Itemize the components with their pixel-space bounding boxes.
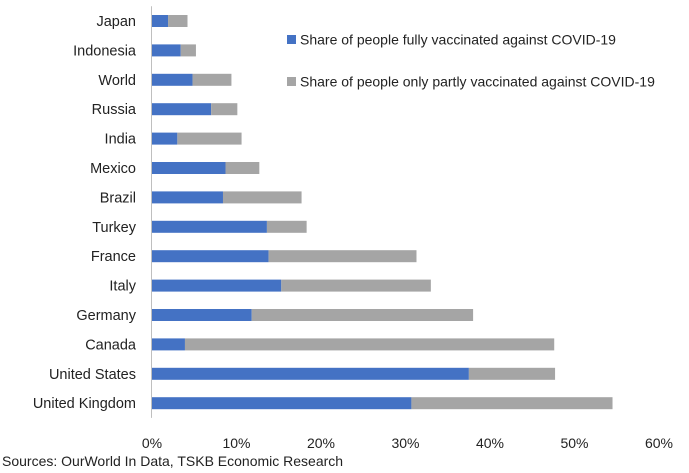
bar-partly-vaccinated [168,15,188,27]
category-label: United States [49,367,136,383]
bar-fully-vaccinated [152,338,185,351]
bar-partly-vaccinated [225,162,260,174]
bar-fully-vaccinated [152,397,412,410]
bar-partly-vaccinated [411,397,613,410]
legend-swatch [287,77,296,86]
bar-fully-vaccinated [152,44,181,57]
bar-fully-vaccinated [152,250,269,263]
bar-partly-vaccinated [180,44,196,57]
x-tick-label: 50% [560,435,588,451]
bar-fully-vaccinated [152,15,169,27]
bar-fully-vaccinated [152,103,212,116]
category-label: World [98,73,136,89]
bar-partly-vaccinated [192,73,232,86]
category-label: Indonesia [73,43,137,59]
category-label: France [91,249,136,265]
source-note: Sources: OurWorld In Data, TSKB Economic… [2,453,344,469]
bar-partly-vaccinated [268,250,417,263]
category-label: Japan [96,14,136,30]
category-label: Mexico [90,161,136,177]
bar-partly-vaccinated [211,103,238,116]
legend-label: Share of people fully vaccinated against… [300,32,616,48]
bar-partly-vaccinated [184,338,555,351]
x-tick-label: 10% [222,435,250,451]
bar-fully-vaccinated [152,220,267,233]
bar-fully-vaccinated [152,73,193,86]
category-label: Canada [85,337,137,353]
legend-swatch [287,35,296,44]
category-label: Brazil [100,190,136,206]
bar-partly-vaccinated [468,367,556,380]
category-label: Turkey [92,220,137,236]
x-tick-label: 30% [391,435,419,451]
x-tick-label: 40% [476,435,504,451]
category-label: Russia [92,102,137,118]
x-tick-label: 20% [307,435,335,451]
bar-fully-vaccinated [152,132,178,145]
category-label: Germany [76,308,136,324]
bar-fully-vaccinated [152,162,226,174]
bar-partly-vaccinated [177,132,242,145]
x-tick-label: 60% [645,435,673,451]
category-label: India [105,132,137,148]
category-label: United Kingdom [33,396,136,412]
bar-partly-vaccinated [251,309,474,321]
bar-fully-vaccinated [152,367,469,380]
category-label: Italy [109,279,136,295]
bar-fully-vaccinated [152,309,252,321]
legend-label: Share of people only partly vaccinated a… [300,74,655,90]
bar-partly-vaccinated [222,191,302,204]
bar-partly-vaccinated [281,279,431,292]
bar-fully-vaccinated [152,191,223,204]
x-tick-label: 0% [142,435,162,451]
bar-fully-vaccinated [152,279,282,292]
bar-partly-vaccinated [266,220,307,233]
